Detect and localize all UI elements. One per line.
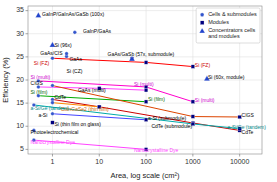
legend-marker — [200, 21, 204, 25]
tick-mark — [26, 126, 29, 127]
tick-mark — [52, 154, 53, 157]
tick-mark — [26, 149, 29, 150]
annotation: Si (film) — [148, 96, 165, 102]
annotation: CdTe (submodule) — [151, 123, 192, 129]
annotation: GaAs/GaSb (57x, submodule) — [108, 51, 175, 57]
tick-label: 100 — [140, 158, 152, 165]
series-line — [52, 86, 239, 117]
annotation: GaInP/GaAs — [83, 28, 112, 34]
tick-mark — [192, 154, 193, 157]
chart: 1 10 100 1000 10000 5 10 15 20 25 30 35 Area, log sc… — [0, 0, 277, 182]
tick-label: 10 — [16, 122, 24, 129]
annotation: Si (60x, module) — [208, 74, 245, 80]
data-point — [73, 31, 77, 35]
annotation: Si (multi) — [134, 81, 154, 87]
legend-label-line: Cells & submodules — [208, 11, 257, 17]
legend-marker — [199, 28, 205, 33]
annotation: a-Si/Ge (tandem) — [228, 124, 267, 130]
annotation: CuInGaSe2 (thin film) — [61, 106, 109, 112]
tick-label: 15 — [16, 99, 24, 106]
axis-label: Efficiency (%) — [1, 57, 10, 103]
annotation: GaAs — [69, 56, 82, 62]
tick-mark — [99, 154, 100, 157]
tick-mark — [146, 154, 147, 157]
legend-label: Concentrators cellsand modules — [208, 27, 255, 40]
legend-label: Modules — [208, 19, 229, 25]
data-point — [144, 88, 148, 92]
annotation: Si (FZ) — [195, 62, 211, 68]
tick-mark — [26, 10, 29, 11]
legend-label-line: and modules — [208, 34, 240, 40]
data-point — [65, 52, 69, 56]
data-point — [51, 56, 55, 60]
tick-mark — [26, 56, 29, 57]
legend-box — [196, 8, 260, 43]
legend-label: Cells & submodules — [208, 11, 257, 17]
annotation: Si (thin film on glass) — [54, 121, 101, 127]
plot-area — [28, 6, 262, 154]
series-line — [52, 114, 146, 120]
annotation: Si (CZ) — [67, 68, 83, 74]
data-point — [144, 61, 148, 65]
annotation: Si (96x) — [54, 42, 72, 48]
legend-label-line: Modules — [208, 19, 229, 25]
annotation: CdTe — [54, 94, 66, 100]
tick-label: 10 — [95, 158, 103, 165]
data-point — [35, 12, 41, 17]
annotation: Si (FZ) — [34, 60, 50, 66]
annotation: GaAs/CIS — [40, 50, 63, 56]
annotation: a-Si (submodule) — [148, 115, 186, 121]
legend-label-line: Concentrators cells — [208, 27, 255, 33]
legend: Cells & submodules Modules Concentrators c… — [196, 8, 260, 43]
annotation: Nanocrystalline Dye — [31, 139, 76, 145]
tick-label: 10000 — [230, 158, 250, 165]
annotation: GaAs (multi) — [78, 87, 106, 93]
annotation: Nanocrystalline Dye — [134, 147, 179, 153]
tick-label: 20 — [16, 76, 24, 83]
tick-label: 25 — [16, 53, 24, 60]
annotation: Si (film) — [31, 89, 48, 95]
annotation: Photoelectrochemical — [31, 129, 79, 135]
annotation: CIGS — [31, 80, 44, 86]
tick-mark — [26, 103, 29, 104]
series-line — [38, 81, 192, 102]
annotation: Si (multi) — [195, 97, 215, 103]
legend-marker — [200, 13, 204, 17]
tick-label: 35 — [16, 6, 24, 13]
data-point — [51, 84, 55, 88]
annotation: CIGS — [242, 112, 255, 118]
tick-label: 1 — [51, 158, 55, 165]
annotation: a-Si — [38, 112, 47, 118]
plot-frame — [28, 6, 262, 154]
tick-label: 5 — [20, 145, 24, 152]
axis-label: Area, log scale (cm²) — [110, 171, 180, 180]
tick-mark — [239, 154, 240, 157]
annotation: GaInP/GaInAs/GaSb (100x) — [42, 11, 104, 17]
tick-mark — [26, 33, 29, 34]
data-point — [191, 115, 195, 119]
tick-mark — [26, 80, 29, 81]
tick-label: 30 — [16, 30, 24, 37]
data-point — [51, 101, 55, 105]
data-point — [51, 112, 55, 116]
tick-label: 1000 — [185, 158, 201, 165]
